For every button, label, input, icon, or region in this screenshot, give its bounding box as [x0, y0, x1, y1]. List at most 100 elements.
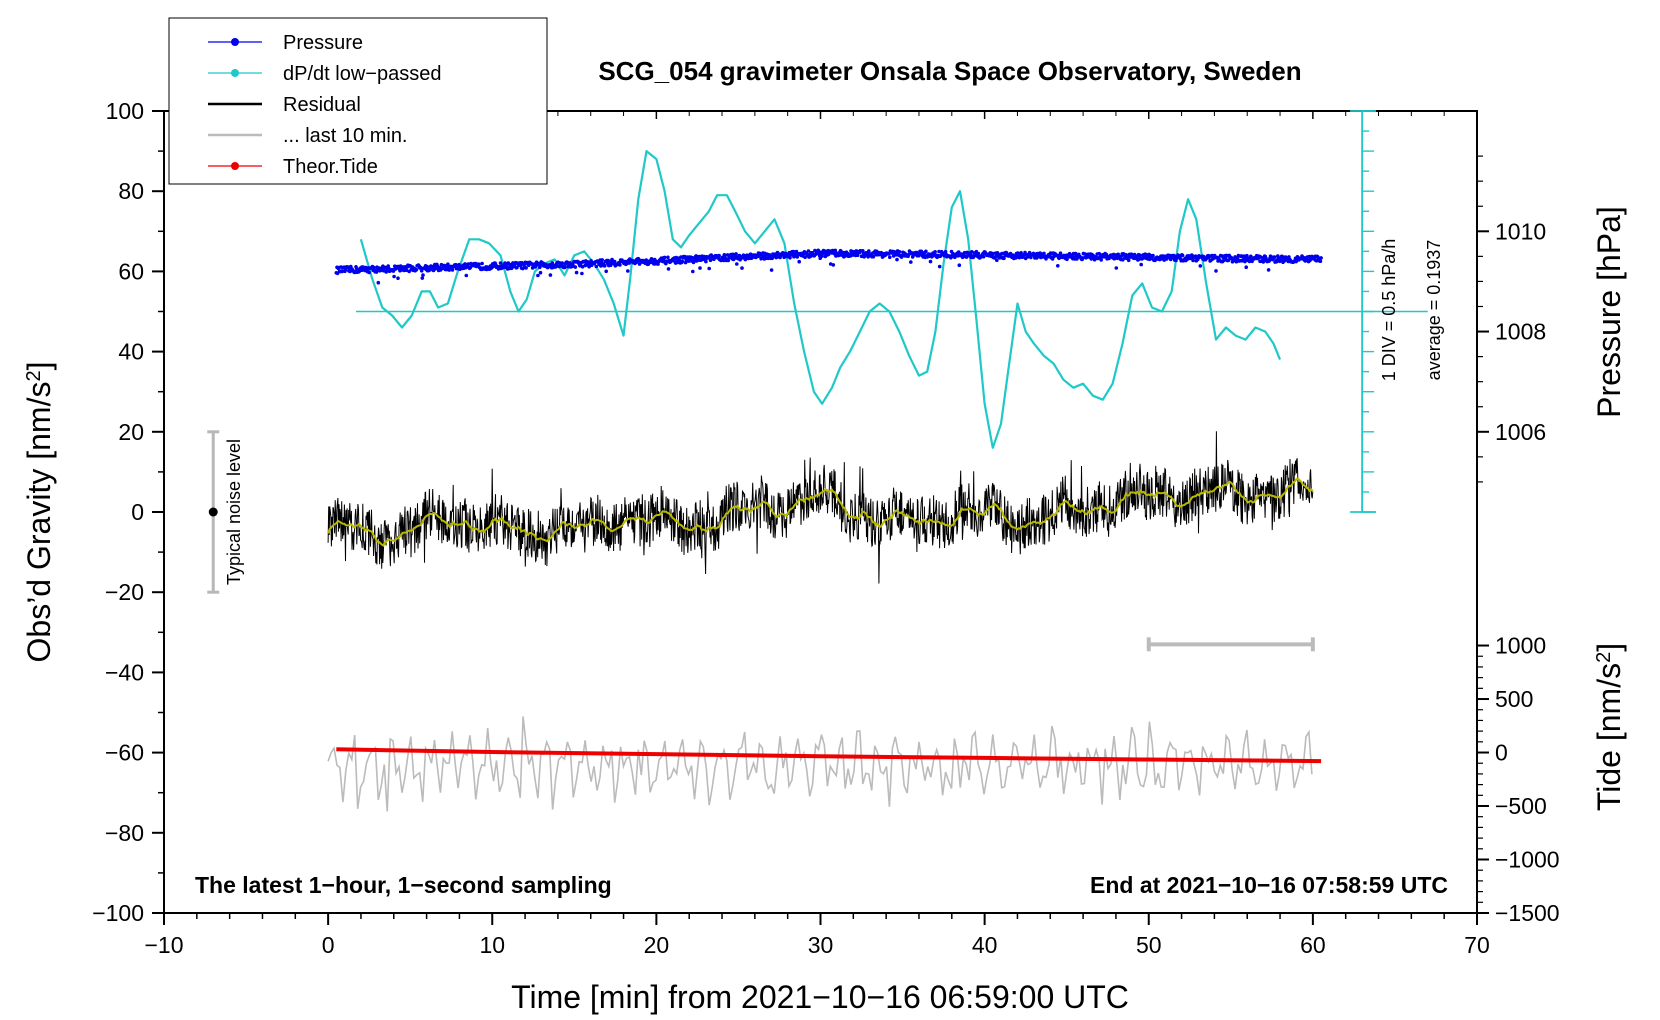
pressure-point	[580, 271, 584, 276]
pressure-point	[895, 257, 899, 262]
pressure-point	[708, 258, 713, 263]
pressure-point	[1139, 262, 1143, 267]
chart-title: SCG_054 gravimeter Onsala Space Observat…	[598, 56, 1301, 86]
pressure-point	[1065, 257, 1069, 262]
pressure-point	[956, 250, 961, 254]
pressure-point	[420, 276, 425, 280]
pressure-point	[1042, 251, 1046, 256]
x-tick-label: 60	[1300, 932, 1326, 958]
pressure-point	[683, 260, 688, 265]
legend-swatch-marker	[231, 38, 239, 46]
x-tick-label: 30	[808, 932, 834, 958]
pressure-point	[372, 265, 376, 270]
pressure-point	[600, 258, 604, 262]
pressure-point	[698, 266, 702, 270]
pressure-point	[740, 266, 744, 270]
pressure-point	[788, 255, 792, 260]
pressure-point	[618, 263, 622, 267]
pressure-point	[962, 250, 967, 255]
pressure-point	[981, 254, 986, 259]
pressure-point	[1191, 258, 1195, 263]
pressure-point	[1151, 253, 1155, 258]
pressure-point	[697, 254, 702, 259]
x-tick-label: 10	[479, 932, 505, 958]
noise-level-label: Typical noise level	[224, 439, 244, 585]
pressure-point	[666, 267, 671, 271]
y-tick-label: 40	[118, 339, 144, 365]
y-axis-gravity: −100 −80 −60 −40 −20 0 20 40 60 80 100	[92, 98, 164, 926]
pressure-point	[1266, 268, 1271, 272]
y-tick-label: −40	[105, 659, 144, 685]
x-tick-label: 40	[972, 932, 998, 958]
pressure-point	[673, 261, 678, 265]
y-tick-label: 20	[118, 419, 144, 445]
pressure-point	[1089, 257, 1094, 261]
pressure-point	[1198, 264, 1203, 268]
pressure-point	[897, 250, 902, 254]
pressure-point	[524, 266, 528, 270]
tide-line	[336, 747, 1322, 764]
pressure-point	[909, 260, 913, 264]
y-tick-label: −20	[105, 579, 144, 605]
x-axis-title: Time [min] from 2021−10−16 06:59:00 UTC	[511, 979, 1129, 1015]
pressure-point	[855, 253, 860, 257]
legend-items: Pressure dP/dt low−passed Residual ... last…	[208, 32, 441, 178]
pressure-point	[734, 252, 738, 256]
footer-right-note: End at 2021−10−16 07:58:59 UTC	[1090, 872, 1448, 898]
pressure-point	[560, 261, 564, 265]
pressure-point	[894, 253, 899, 257]
pressure-point	[726, 258, 731, 263]
y-tick-label: 60	[118, 258, 144, 284]
pressure-point	[691, 269, 695, 274]
pressure-point	[933, 250, 937, 254]
y-tick-label: 0	[131, 499, 144, 525]
pressure-point	[900, 253, 904, 258]
pressure-point	[563, 265, 567, 270]
legend-label: ... last 10 min.	[283, 125, 408, 147]
tide-tick-label: −1000	[1495, 847, 1560, 873]
pressure-point	[428, 267, 433, 272]
pressure-point	[806, 249, 811, 253]
x-tick-label: 70	[1464, 932, 1490, 958]
pressure-point	[1319, 256, 1323, 260]
pressure-point	[1168, 257, 1173, 262]
pressure-point	[1318, 259, 1323, 264]
y-axis-title-gravity: Obs’d Gravity [nm/s2]	[21, 362, 57, 663]
pressure-point	[604, 269, 608, 274]
pressure-point	[797, 259, 801, 264]
pressure-point	[924, 249, 928, 254]
pressure-point	[536, 273, 540, 278]
tide-tick-label: −500	[1495, 793, 1547, 819]
pressure-point	[612, 259, 617, 264]
pressure-point	[916, 253, 921, 258]
x-tick-label: −10	[144, 932, 183, 958]
y-tick-label: 80	[118, 178, 144, 204]
last10-scale-bar	[1146, 637, 1315, 652]
pressure-point	[707, 266, 711, 271]
pressure-point	[414, 267, 419, 272]
legend-label: dP/dt low−passed	[283, 63, 441, 85]
pressure-point	[396, 276, 400, 281]
pressure-point	[769, 268, 774, 272]
pressure-point	[548, 273, 553, 277]
pressure-point	[867, 249, 871, 253]
pressure-point	[717, 253, 721, 258]
pressure-point	[538, 270, 543, 275]
pressure-point	[573, 265, 578, 269]
pressure-point	[704, 259, 708, 264]
y-tick-label: −80	[105, 820, 144, 846]
pressure-point	[550, 261, 555, 265]
pressure-point	[1244, 265, 1248, 270]
pressure-tick-label: 1006	[1495, 419, 1546, 445]
pressure-point	[1243, 259, 1247, 264]
pressure-point	[735, 262, 739, 266]
pressure-point	[1126, 258, 1131, 263]
series-layer	[327, 150, 1428, 812]
dpdt-line	[359, 150, 1282, 449]
x-tick-label: 0	[322, 932, 335, 958]
pressure-point	[480, 261, 484, 266]
pressure-point	[1272, 255, 1277, 259]
pressure-point	[538, 265, 542, 270]
pressure-point	[1058, 251, 1063, 255]
